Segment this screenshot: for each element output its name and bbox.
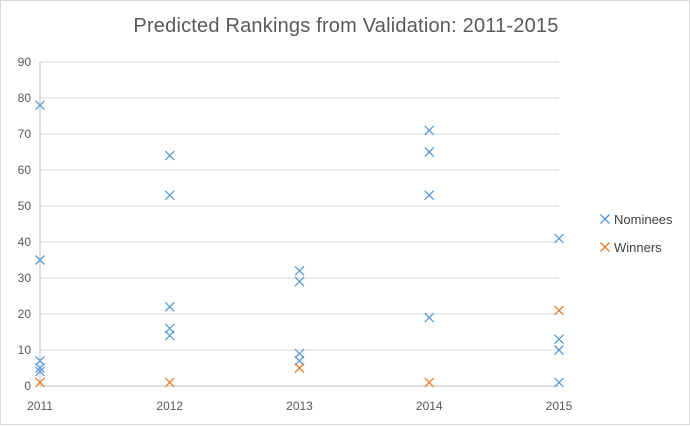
nominees-point: [424, 190, 435, 201]
nominees-point: [554, 377, 564, 388]
x-tick-label: 2015: [546, 399, 573, 413]
y-tick-label: 60: [18, 163, 32, 177]
winners-point: [164, 377, 175, 388]
nominees-point: [35, 100, 45, 111]
nominees-point: [35, 363, 45, 373]
axes: 0 10 20 30 40 50 60 70 80 90 2011 2012 2013 2014 2015: [18, 55, 573, 413]
legend-label-nominees: Nominees: [614, 212, 673, 227]
gridlines: [40, 61, 559, 351]
nominees-point: [294, 355, 305, 366]
x-tick-label: 2014: [416, 399, 443, 413]
nominees-point: [424, 147, 435, 157]
y-tick-label: 0: [24, 379, 31, 393]
chart-title: Predicted Rankings from Validation: 2011…: [133, 15, 559, 37]
nominees-point: [554, 345, 564, 355]
nominees-point: [294, 276, 305, 287]
nominees-point: [424, 312, 435, 323]
winners-point: [35, 377, 45, 388]
nominees-point: [164, 323, 175, 334]
x-tick-label: 2013: [286, 399, 313, 413]
y-tick-label: 80: [18, 91, 32, 105]
winners-point: [424, 377, 435, 388]
y-tick-label: 90: [18, 55, 32, 69]
nominees-point: [554, 233, 564, 244]
x-tick-label: 2011: [27, 399, 53, 413]
y-tick-label: 10: [18, 343, 32, 357]
nominees-point: [35, 255, 45, 265]
legend-label-winners: Winners: [614, 240, 662, 255]
nominees-point: [35, 355, 45, 366]
y-tick-label: 40: [18, 235, 32, 249]
legend-marker-winners: [600, 242, 610, 252]
legend-item-winners: Winners: [600, 240, 662, 255]
nominees-point: [164, 190, 175, 201]
y-tick-label: 70: [18, 127, 32, 141]
nominees-point: [164, 330, 175, 341]
nominees-point: [294, 265, 305, 276]
x-tick-label: 2012: [156, 399, 183, 413]
y-tick-label: 30: [18, 271, 32, 285]
nominees-point: [164, 301, 175, 312]
nominees-point: [554, 334, 564, 345]
winners-point: [294, 363, 305, 373]
data-points: [35, 100, 564, 388]
legend-marker-nominees: [600, 214, 610, 224]
legend-item-nominees: Nominees: [600, 212, 673, 227]
nominees-point: [294, 348, 305, 359]
nominees-point: [164, 150, 175, 161]
nominees-point: [35, 366, 45, 377]
winners-point: [554, 305, 564, 316]
y-tick-label: 50: [18, 199, 32, 213]
legend: Nominees Winners: [600, 212, 673, 255]
nominees-point: [424, 125, 435, 136]
y-tick-label: 20: [18, 307, 32, 321]
